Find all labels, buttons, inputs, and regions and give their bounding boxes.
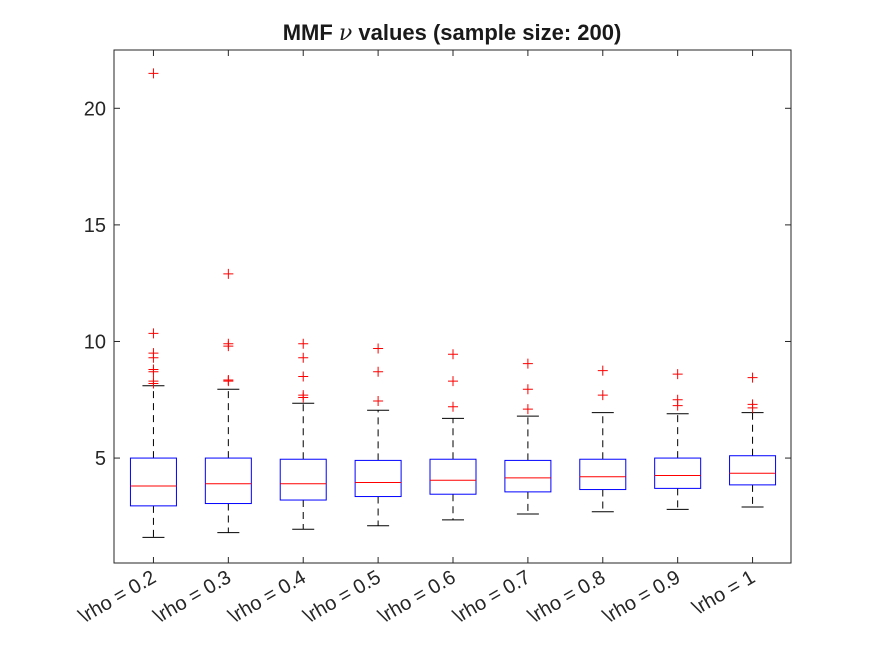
iqr-box xyxy=(354,459,402,498)
y-tick-label: 10 xyxy=(84,331,106,353)
y-tick-label: 15 xyxy=(84,215,106,237)
outlier-point xyxy=(448,376,459,387)
x-tick-label: \rho = 0.3 xyxy=(150,566,235,628)
outlier-point xyxy=(373,395,384,406)
chart-title-prefix: MMF xyxy=(283,20,339,45)
outlier-point xyxy=(148,68,159,79)
iqr-box xyxy=(504,459,552,493)
outlier-point xyxy=(148,348,159,359)
outlier-point xyxy=(148,376,159,387)
outlier-point xyxy=(223,268,234,279)
outlier-point xyxy=(522,358,533,369)
iqr-box xyxy=(204,457,252,505)
outlier-point xyxy=(597,365,608,376)
outlier-point xyxy=(298,352,309,363)
outlier-point xyxy=(747,372,758,383)
outlier-point xyxy=(672,394,683,405)
x-tick-label: \rho = 0.9 xyxy=(600,566,685,628)
outlier-point xyxy=(522,384,533,395)
outlier-point xyxy=(298,338,309,349)
outlier-point xyxy=(223,374,234,385)
iqr-box xyxy=(729,455,777,486)
x-tick-label: \rho = 0.2 xyxy=(75,566,160,628)
outlier-point xyxy=(448,349,459,360)
iqr-box xyxy=(579,458,627,491)
iqr-box xyxy=(129,457,177,507)
outlier-point xyxy=(148,364,159,375)
chart-title-symbol: ν xyxy=(339,21,352,46)
outlier-point xyxy=(148,328,159,339)
outlier-point xyxy=(747,399,758,410)
outlier-point xyxy=(373,343,384,354)
chart-title-suffix: values (sample size: 200) xyxy=(352,20,621,45)
outlier-point xyxy=(672,369,683,380)
y-tick-label: 5 xyxy=(95,448,106,470)
x-tick-label: \rho = 0.8 xyxy=(525,566,610,628)
outlier-point xyxy=(298,390,309,401)
x-tick-label: \rho = 0.5 xyxy=(300,566,385,628)
x-tick-label: \rho = 0.6 xyxy=(375,566,460,628)
axes-frame xyxy=(113,49,792,564)
x-tick-label: \rho = 0.4 xyxy=(225,566,310,628)
outlier-point xyxy=(373,366,384,377)
outlier-point xyxy=(448,401,459,412)
outlier-point xyxy=(298,371,309,382)
x-tick-label: \rho = 1 xyxy=(689,566,759,619)
outlier-point xyxy=(522,404,533,415)
iqr-box xyxy=(279,458,327,501)
outlier-point xyxy=(223,338,234,349)
iqr-box xyxy=(429,458,477,495)
iqr-box xyxy=(654,457,702,489)
x-tick-label: \rho = 0.7 xyxy=(450,566,535,628)
chart-title: MMF ν values (sample size: 200) xyxy=(283,20,622,46)
y-tick-label: 20 xyxy=(84,98,106,120)
outlier-point xyxy=(597,390,608,401)
